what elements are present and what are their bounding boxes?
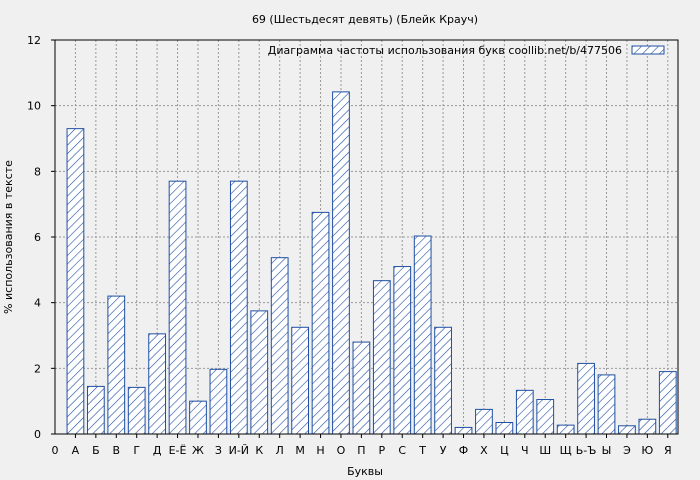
x-tick-label: Щ	[560, 444, 572, 457]
bar-Ь-Ъ	[577, 362, 595, 435]
bar-Н	[311, 211, 330, 435]
bar-Я	[658, 371, 677, 435]
x-axis-label: Буквы	[347, 465, 383, 478]
chart-title: 69 (Шестьдесят девять) (Блейк Крауч)	[252, 13, 478, 26]
bar-С	[393, 266, 412, 435]
y-tick-label: 6	[34, 231, 41, 244]
x-tick-label: Х	[480, 444, 488, 457]
x-tick-label: Ц	[500, 444, 509, 457]
bar-Д	[148, 333, 167, 435]
x-tick-label: Т	[418, 444, 426, 457]
plot-frame	[54, 39, 679, 435]
bar-У	[434, 326, 452, 435]
x-tick-label: В	[113, 444, 121, 457]
x-tick-labels: 0 А Б В Г Д Е-Ё Ж З И-Й К Л М Н О П Р С Т У Ф Х Ц Ч Ш Щ Ь-Ъ Ы Э Ю Я	[52, 434, 672, 457]
bar-Х	[475, 408, 493, 435]
bar-Ц	[495, 422, 514, 435]
y-tick-label: 0	[34, 428, 41, 441]
bar-Т	[413, 235, 432, 435]
x-tick-label: Э	[623, 444, 631, 457]
legend-swatch	[631, 45, 665, 55]
bar-Е-Ё	[168, 180, 187, 435]
legend-label: Диаграмма частоты использования букв coo…	[268, 44, 622, 57]
bar-Р	[372, 280, 391, 435]
x-tick-label: Е-Ё	[169, 444, 187, 457]
x-tick-label: З	[215, 444, 222, 457]
bar-Ф	[454, 426, 473, 435]
y-tick-label: 8	[34, 165, 41, 178]
x-tick-label: М	[295, 444, 305, 457]
bar-Щ	[556, 424, 575, 435]
y-tick-label: 4	[34, 297, 41, 310]
y-axis-label: % использования в тексте	[2, 160, 15, 314]
legend: Диаграмма частоты использования букв coo…	[268, 44, 665, 57]
bar-Л	[270, 257, 289, 435]
bar-О	[332, 91, 350, 435]
x-tick-label: С	[398, 444, 406, 457]
bar-Ш	[536, 399, 555, 435]
bar-И-Й	[229, 180, 248, 435]
y-tick-label: 2	[34, 362, 41, 375]
bar-М	[291, 326, 309, 435]
x-tick-label: Ы	[602, 444, 612, 457]
x-tick-label: Д	[153, 444, 162, 457]
x-tick-label: Л	[276, 444, 284, 457]
x-tick-label: Ч	[521, 444, 529, 457]
bar-Б	[86, 385, 105, 435]
bar-К	[250, 310, 269, 435]
x-tick-label: Г	[133, 444, 140, 457]
bar-А	[66, 128, 85, 435]
x-tick-label: К	[255, 444, 263, 457]
bar-Ч	[515, 389, 534, 435]
x-tick-label: И-Й	[229, 444, 249, 457]
y-tick-label: 12	[27, 34, 41, 47]
bars-group	[66, 91, 677, 435]
x-tick-label: Б	[92, 444, 100, 457]
x-tick-label: Ю	[641, 444, 653, 457]
bar-Ж	[189, 400, 207, 435]
bar-Ы	[597, 374, 616, 435]
x-tick-label: А	[72, 444, 80, 457]
x-tick-label: Н	[316, 444, 324, 457]
bar-З	[209, 368, 228, 435]
x-tick-label: У	[440, 444, 447, 457]
bar-П	[352, 341, 371, 435]
bar-Ю	[638, 418, 657, 435]
y-tick-label: 10	[27, 100, 41, 113]
x-tick-label: Ж	[192, 444, 204, 457]
x-tick-label: Р	[378, 444, 385, 457]
bar-Э	[618, 425, 636, 435]
x-tick-label: О	[337, 444, 346, 457]
x-tick-label: П	[357, 444, 365, 457]
x-tick-label: Я	[664, 444, 672, 457]
x-tick-label: Ф	[459, 444, 468, 457]
x-tick-label: 0	[52, 444, 59, 457]
bar-В	[107, 295, 126, 435]
y-tick-labels: 0 2 4 6 8 10 12	[27, 34, 55, 441]
bar-Г	[127, 386, 146, 435]
x-tick-label: Ш	[539, 444, 551, 457]
x-tick-label: Ь-Ъ	[576, 444, 597, 457]
